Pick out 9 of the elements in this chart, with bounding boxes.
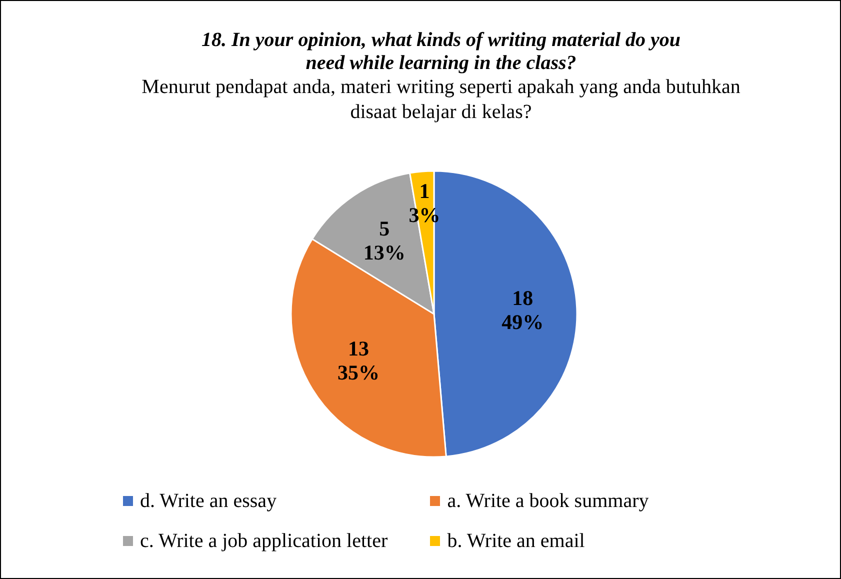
legend-label: c. Write a job application letter: [140, 530, 388, 552]
legend-label: a. Write a book summary: [447, 490, 649, 512]
legend-label: b. Write an email: [447, 530, 585, 552]
chart-title: 18. In your opinion, what kinds of writing material do you need while learning in the class?: [201, 29, 681, 75]
chart-subtitle: Menurut pendapat anda, materi writing seperti apakah yang anda butuhkan disaat belajar di kelas?: [140, 75, 742, 125]
data-label: 5 13%: [363, 216, 406, 265]
data-label: 13 35%: [338, 336, 380, 384]
data-label: 18 49%: [502, 286, 544, 334]
legend-label: d. Write an essay: [140, 490, 277, 512]
